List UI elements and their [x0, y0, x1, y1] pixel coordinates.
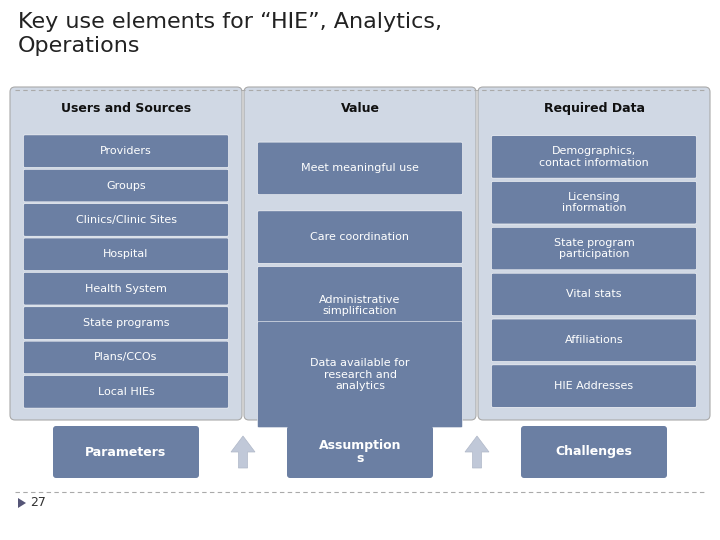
FancyBboxPatch shape	[492, 136, 696, 178]
Text: Challenges: Challenges	[556, 446, 632, 458]
FancyBboxPatch shape	[492, 273, 696, 315]
FancyBboxPatch shape	[24, 341, 228, 374]
FancyBboxPatch shape	[24, 135, 228, 167]
Text: State programs: State programs	[83, 318, 169, 328]
FancyBboxPatch shape	[24, 375, 228, 408]
FancyBboxPatch shape	[478, 87, 710, 420]
Text: Health System: Health System	[85, 284, 167, 294]
Text: Affiliations: Affiliations	[564, 335, 624, 345]
FancyBboxPatch shape	[24, 204, 228, 236]
Text: Clinics/Clinic Sites: Clinics/Clinic Sites	[76, 215, 176, 225]
Text: Users and Sources: Users and Sources	[61, 102, 191, 115]
Text: Vital stats: Vital stats	[566, 289, 622, 299]
FancyBboxPatch shape	[287, 426, 433, 478]
Text: Licensing
information: Licensing information	[562, 192, 626, 213]
Text: Meet meaningful use: Meet meaningful use	[301, 164, 419, 173]
Text: Local HIEs: Local HIEs	[98, 387, 154, 397]
Text: Care coordination: Care coordination	[310, 232, 410, 242]
FancyBboxPatch shape	[492, 319, 696, 361]
Text: Key use elements for “HIE”, Analytics,
Operations: Key use elements for “HIE”, Analytics, O…	[18, 12, 442, 56]
FancyBboxPatch shape	[24, 238, 228, 271]
Text: HIE Addresses: HIE Addresses	[554, 381, 634, 391]
FancyBboxPatch shape	[258, 321, 462, 428]
Text: Value: Value	[341, 102, 379, 115]
FancyBboxPatch shape	[53, 426, 199, 478]
FancyBboxPatch shape	[492, 365, 696, 407]
FancyBboxPatch shape	[492, 227, 696, 270]
FancyBboxPatch shape	[521, 426, 667, 478]
Text: State program
participation: State program participation	[554, 238, 634, 259]
Text: Demographics,
contact information: Demographics, contact information	[539, 146, 649, 167]
Text: Groups: Groups	[106, 180, 146, 191]
FancyBboxPatch shape	[258, 267, 462, 345]
FancyBboxPatch shape	[258, 142, 462, 194]
Text: Providers: Providers	[100, 146, 152, 156]
FancyBboxPatch shape	[24, 169, 228, 202]
Polygon shape	[18, 498, 26, 508]
FancyBboxPatch shape	[10, 87, 242, 420]
Text: Required Data: Required Data	[544, 102, 644, 115]
Polygon shape	[465, 436, 489, 468]
Text: Assumption
s: Assumption s	[319, 438, 401, 465]
Text: Parameters: Parameters	[86, 446, 166, 458]
Text: Hospital: Hospital	[103, 249, 149, 259]
FancyBboxPatch shape	[244, 87, 476, 420]
FancyBboxPatch shape	[258, 211, 462, 264]
Polygon shape	[231, 436, 255, 468]
Text: Data available for
research and
analytics: Data available for research and analytic…	[310, 359, 410, 391]
FancyBboxPatch shape	[24, 307, 228, 339]
Text: Plans/CCOs: Plans/CCOs	[94, 353, 158, 362]
FancyBboxPatch shape	[492, 181, 696, 224]
FancyBboxPatch shape	[24, 272, 228, 305]
Text: Administrative
simplification: Administrative simplification	[319, 295, 401, 316]
Text: 27: 27	[30, 496, 46, 510]
